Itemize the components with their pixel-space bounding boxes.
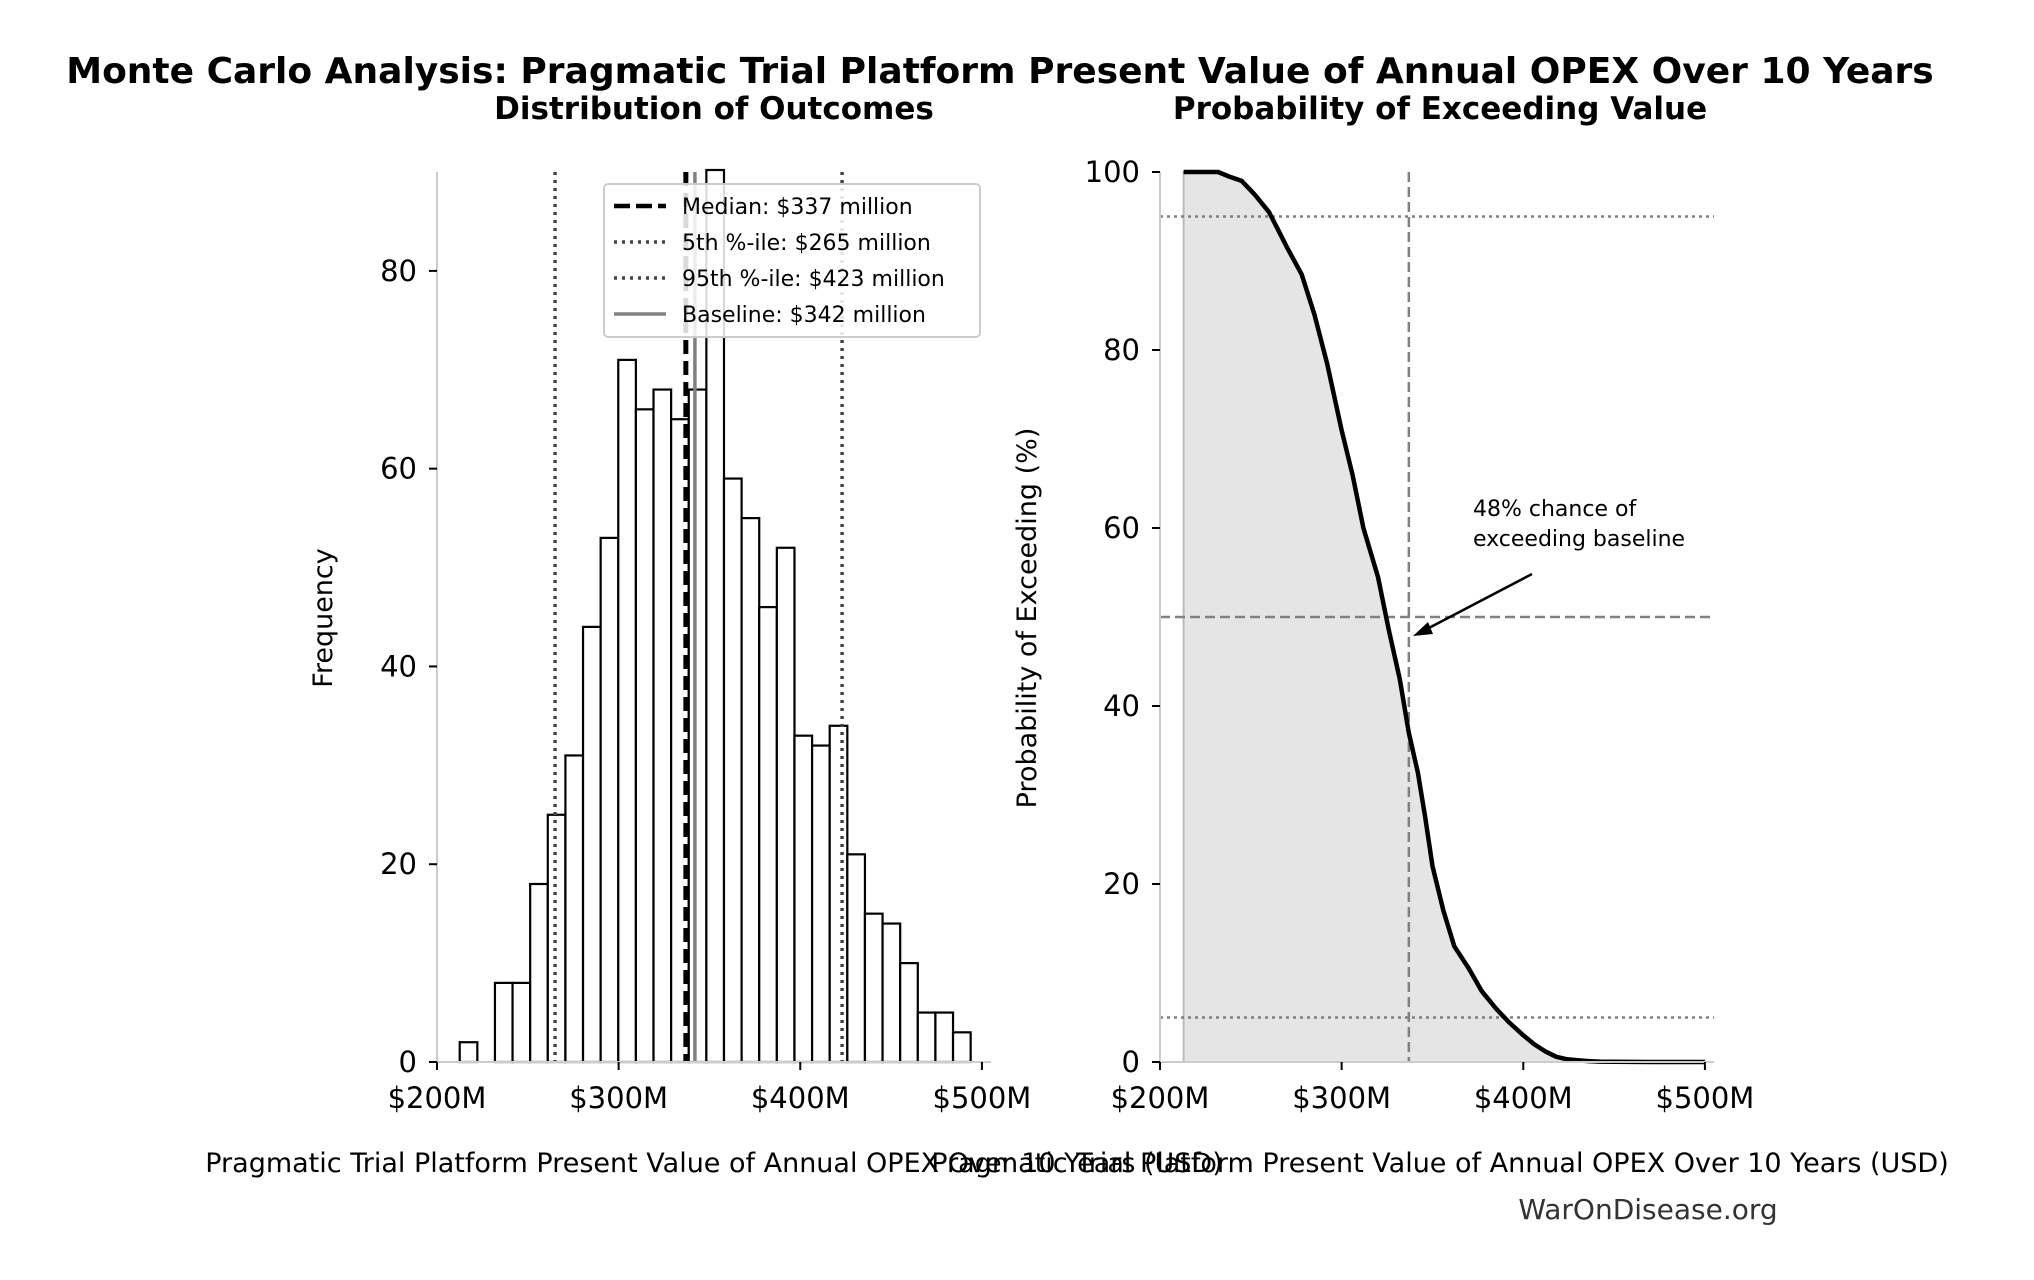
histogram-y-tick-label: 60 <box>380 452 417 486</box>
histogram-bar <box>493 981 514 1064</box>
histogram-bar <box>881 922 902 1064</box>
exceedance-y-tick-label: 0 <box>1122 1045 1140 1079</box>
exceedance-x-tick-label: $400M <box>1474 1081 1573 1115</box>
histogram-bar <box>793 734 814 1064</box>
histogram-x-tick-label: $200M <box>388 1081 487 1115</box>
exceedance-x-axis-label: Pragmatic Trial Platform Present Value o… <box>931 1148 1949 1179</box>
legend-frame <box>603 183 981 338</box>
histogram-y-axis-label: Frequency <box>308 548 339 688</box>
histogram-x-ticks: $200M $300M $400M $500M <box>388 1062 1032 1115</box>
annotation-line-2: exceeding baseline <box>1473 527 1685 552</box>
histogram-bar <box>934 1011 955 1064</box>
histogram-bar <box>546 813 567 1064</box>
legend-median-label: Median: $337 million <box>682 195 913 220</box>
histogram-x-tick-label: $500M <box>933 1081 1032 1115</box>
annotation-line-1: 48% chance of <box>1473 497 1637 522</box>
histogram-bar <box>846 853 867 1064</box>
histogram-x-tick-label: $300M <box>569 1081 668 1115</box>
exceedance-y-tick-label: 40 <box>1103 689 1140 723</box>
exceedance-x-tick-label: $200M <box>1111 1081 1210 1115</box>
histogram-bar <box>916 1011 937 1064</box>
watermark: WarOnDisease.org <box>1518 1193 1777 1226</box>
exceedance-title: Probability of Exceeding Value <box>1173 91 1707 127</box>
histogram-bar <box>899 962 919 1064</box>
legend-p5-label: 5th %-ile: $265 million <box>682 231 931 256</box>
annotation-arrow-head <box>1413 622 1433 636</box>
exceedance-x-ticks: $200M $300M $400M $500M <box>1111 1062 1755 1115</box>
legend-p95-label: 95th %-ile: $423 million <box>682 267 945 292</box>
exceedance-y-axis-label: Probability of Exceeding (%) <box>1012 428 1043 809</box>
histogram-title: Distribution of Outcomes <box>494 91 934 127</box>
histogram-bar <box>511 981 532 1064</box>
histogram-panel: Distribution of Outcomes $200M $300M $400M… <box>205 91 1223 1179</box>
histogram-bar <box>617 358 637 1064</box>
exceedance-reference-lines <box>1160 172 1714 1062</box>
exceedance-x-tick-label: $300M <box>1292 1081 1391 1115</box>
histogram-bar <box>634 408 655 1064</box>
exceedance-y-tick-label: 60 <box>1103 511 1140 545</box>
histogram-bar <box>564 754 585 1064</box>
exceedance-y-tick-label: 20 <box>1103 867 1140 901</box>
figure-title: Monte Carlo Analysis: Pragmatic Trial Pl… <box>66 51 1933 92</box>
histogram-bar <box>458 1041 479 1064</box>
histogram-bar <box>863 912 884 1064</box>
histogram-bar <box>951 1031 972 1064</box>
histogram-y-tick-label: 0 <box>399 1045 417 1079</box>
exceedance-panel: Probability of Exceeding Value $200M $300… <box>931 91 1949 1179</box>
exceedance-x-tick-label: $500M <box>1656 1081 1755 1115</box>
histogram-bar <box>722 477 743 1064</box>
histogram-bar <box>828 724 849 1064</box>
exceedance-y-ticks: 0 20 40 60 80 100 <box>1085 155 1160 1079</box>
histogram-y-tick-label: 20 <box>380 847 417 881</box>
exceedance-axes <box>1159 172 1714 1063</box>
histogram-y-tick-label: 80 <box>380 254 417 288</box>
histogram-bar <box>652 388 673 1064</box>
histogram-bar <box>810 744 831 1064</box>
histogram-y-ticks: 0 20 40 60 80 <box>380 254 437 1079</box>
histogram-bar <box>529 882 549 1064</box>
histogram-legend: Median: $337 million 5th %-ile: $265 mil… <box>603 183 981 338</box>
exceedance-y-tick-label: 100 <box>1085 155 1140 189</box>
exceedance-y-tick-label: 80 <box>1103 333 1140 367</box>
exceedance-annotation: 48% chance of exceeding baseline <box>1413 497 1685 636</box>
annotation-arrow-shaft <box>1424 572 1533 632</box>
histogram-bar <box>775 546 796 1064</box>
legend-baseline-label: Baseline: $342 million <box>682 303 926 328</box>
histogram-x-axis-label: Pragmatic Trial Platform Present Value o… <box>205 1148 1223 1179</box>
histogram-bar <box>740 517 761 1064</box>
histogram-bar <box>599 536 620 1064</box>
histogram-axes <box>436 172 991 1063</box>
histogram-bar <box>687 388 708 1064</box>
histogram-bar <box>758 606 778 1064</box>
histogram-y-tick-label: 40 <box>380 649 417 683</box>
histogram-x-tick-label: $400M <box>751 1081 850 1115</box>
histogram-bar <box>581 625 602 1064</box>
